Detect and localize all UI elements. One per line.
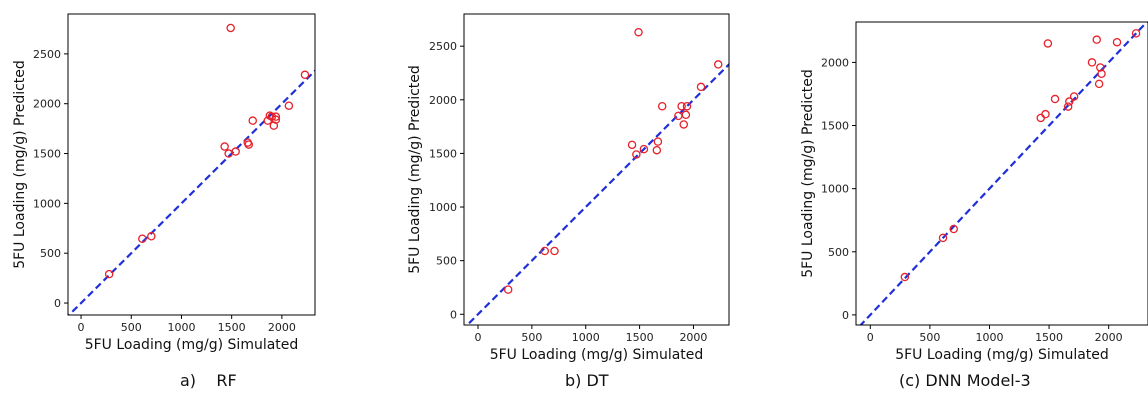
x-tick-label: 0 <box>475 331 482 344</box>
y-tick-label: 1500 <box>821 120 849 133</box>
data-point <box>696 82 706 92</box>
caption-dt: b) DT <box>565 371 609 390</box>
data-point <box>1096 63 1105 72</box>
data-point <box>271 112 281 121</box>
y-tick-label: 2500 <box>429 40 457 53</box>
y-tick-label: 0 <box>450 308 457 321</box>
data-point <box>1112 37 1122 47</box>
y-tick-label: 1000 <box>821 183 849 196</box>
y-tick-label: 500 <box>40 247 61 260</box>
y-tick-label: 500 <box>828 246 849 259</box>
data-point <box>147 232 156 241</box>
chart-panel-1: 0 500 1000 1500 2000 0 500 1000 1500 2000 2500 5FU … <box>12 13 316 353</box>
x-tick-label: 1000 <box>167 321 195 334</box>
y-tick-label: 1500 <box>429 147 457 160</box>
plot-frame <box>463 13 730 326</box>
data-point <box>938 233 948 243</box>
y-tick-label: 0 <box>842 309 849 322</box>
data-point <box>1069 92 1079 101</box>
data-point <box>271 115 281 124</box>
data-point <box>634 27 643 37</box>
data-point <box>104 269 114 279</box>
x-tick-label: 500 <box>521 331 542 344</box>
y-tick-label: 2000 <box>821 56 849 69</box>
caption-rf: a) RF <box>180 371 237 390</box>
data-point <box>679 120 689 129</box>
x-tick-label: 0 <box>867 331 874 344</box>
data-point <box>657 101 667 111</box>
x-axis-label: 5FU Loading (mg/g) Simulated <box>490 347 704 363</box>
x-tick-label: 1500 <box>218 321 246 334</box>
x-axis-label: 5FU Loading (mg/g) Simulated <box>895 347 1109 363</box>
data-point <box>652 145 662 155</box>
x-tick-label: 0 <box>78 321 85 334</box>
data-point <box>1043 39 1053 48</box>
chart-panel-3: 0 500 1000 1500 2000 0 500 1000 1500 2000 5FU Load… <box>800 21 1148 363</box>
data-point <box>627 140 637 150</box>
x-tick-label: 1000 <box>975 331 1003 344</box>
data-point <box>138 234 147 244</box>
y-axis-label: 5FU Loading (mg/g) Predicted <box>407 65 423 274</box>
x-tick-label: 2000 <box>1095 331 1123 344</box>
caption-dnn: (c) DNN Model-3 <box>899 371 1031 390</box>
identity-line <box>465 62 729 325</box>
data-point <box>653 137 663 146</box>
x-tick-label: 2000 <box>268 321 296 334</box>
y-tick-label: 2500 <box>33 48 61 61</box>
data-point <box>1131 29 1141 38</box>
plot-frame <box>67 13 316 316</box>
plot-frame <box>855 21 1148 326</box>
data-point <box>284 101 294 110</box>
data-point <box>226 23 235 33</box>
x-tick-label: 500 <box>919 331 940 344</box>
y-tick-label: 2000 <box>33 98 61 111</box>
identity-line <box>859 22 1148 325</box>
x-axis-label: 5FU Loading (mg/g) Simulated <box>85 337 299 353</box>
data-point <box>1065 97 1074 106</box>
x-tick-label: 1500 <box>1035 331 1063 344</box>
y-tick-label: 1500 <box>33 148 61 161</box>
data-point <box>681 110 691 120</box>
data-point <box>1087 58 1097 67</box>
y-tick-label: 1000 <box>33 197 61 210</box>
data-point <box>1094 79 1104 89</box>
data-point <box>900 272 910 282</box>
data-point <box>231 147 240 156</box>
data-point <box>1063 102 1073 111</box>
data-point <box>1050 94 1060 104</box>
y-tick-label: 0 <box>54 297 61 310</box>
data-point <box>269 121 279 130</box>
data-point <box>503 285 513 294</box>
data-point <box>300 70 310 80</box>
data-point <box>949 224 958 234</box>
data-point <box>632 150 641 159</box>
data-point <box>540 246 550 256</box>
y-axis-label: 5FU Loading (mg/g) Predicted <box>12 60 28 269</box>
data-point <box>677 101 686 111</box>
data-point <box>1036 113 1045 123</box>
y-tick-label: 1000 <box>429 201 457 214</box>
y-tick-label: 500 <box>436 255 457 268</box>
y-axis-label: 5FU Loading (mg/g) Predicted <box>800 69 816 278</box>
data-point <box>244 140 253 149</box>
x-tick-label: 500 <box>121 321 142 334</box>
x-tick-label: 2000 <box>679 331 707 344</box>
y-tick-label: 2000 <box>429 94 457 107</box>
data-point <box>713 60 723 69</box>
data-point <box>220 142 229 151</box>
data-point <box>1041 109 1050 119</box>
data-point <box>1092 35 1102 44</box>
x-tick-label: 1500 <box>626 331 654 344</box>
data-point <box>550 246 559 256</box>
data-point <box>1097 69 1106 79</box>
data-point <box>682 101 692 111</box>
x-tick-label: 1000 <box>572 331 600 344</box>
chart-panel-2: 0 500 1000 1500 2000 0 500 1000 1500 2000 2500 5FU … <box>407 13 730 363</box>
identity-line <box>68 69 315 315</box>
data-point <box>639 144 649 154</box>
data-point <box>248 116 257 125</box>
